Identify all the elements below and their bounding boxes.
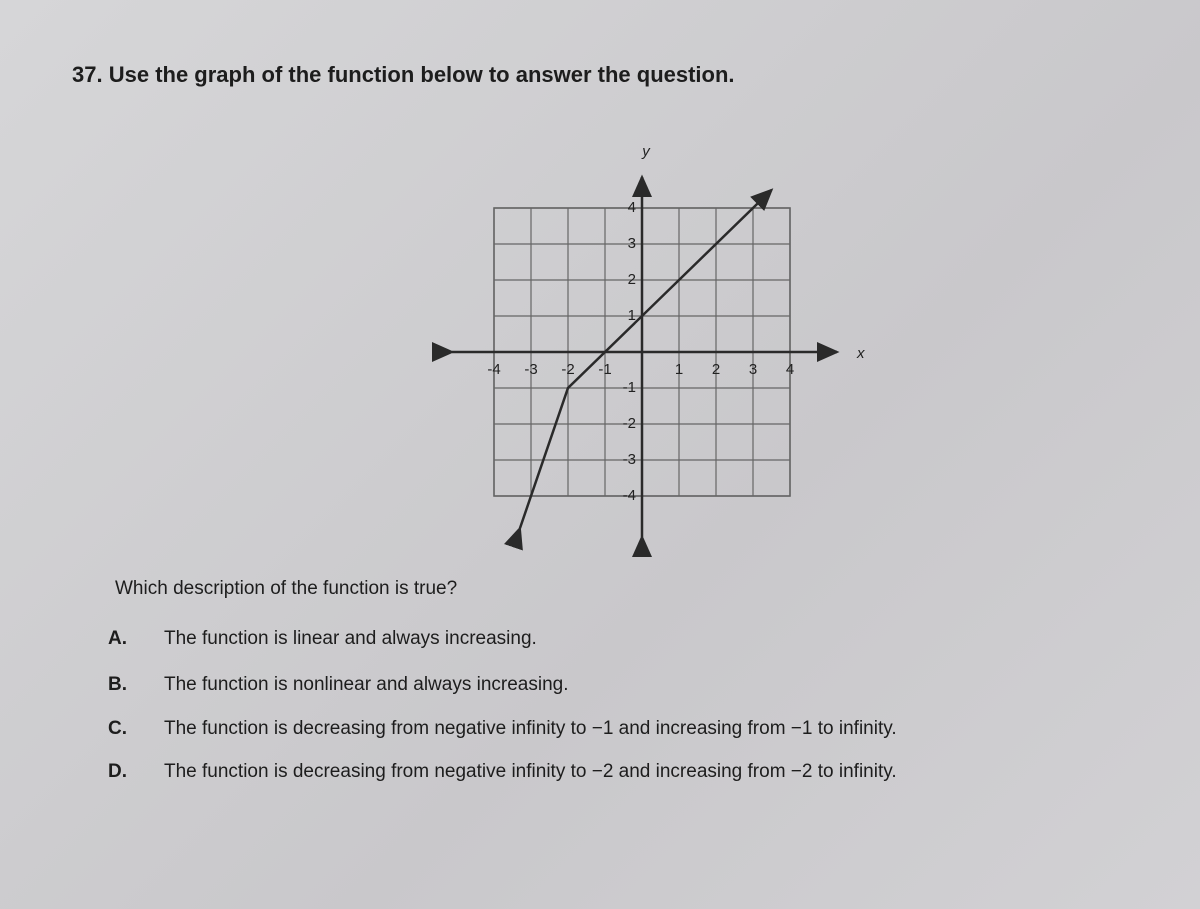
x-tick-label: -2 bbox=[561, 361, 574, 378]
x-tick-label: 3 bbox=[749, 361, 757, 378]
function-line bbox=[503, 188, 774, 551]
x-tick-label: -3 bbox=[524, 361, 537, 378]
option[interactable]: C. The function is decreasing from negati… bbox=[108, 718, 897, 740]
question-text: Use the graph of the function below to a… bbox=[108, 62, 735, 87]
option-text: The function is decreasing from negative… bbox=[164, 761, 897, 782]
option-letter: A. bbox=[108, 628, 127, 649]
x-tick-label: -1 bbox=[598, 361, 611, 378]
option[interactable]: B. The function is nonlinear and always i… bbox=[108, 674, 569, 696]
y-axis-label: y bbox=[641, 143, 651, 160]
y-tick-label: 3 bbox=[628, 235, 636, 252]
x-tick-label: 4 bbox=[786, 361, 794, 378]
option-text: The function is decreasing from negative… bbox=[164, 718, 897, 739]
option-letter: B. bbox=[108, 674, 127, 695]
option-text: The function is linear and always increa… bbox=[164, 628, 537, 649]
x-tick-label: -4 bbox=[487, 361, 500, 378]
option-letter: C. bbox=[108, 718, 127, 739]
x-tick-label: 2 bbox=[712, 361, 720, 378]
option-letter: D. bbox=[108, 761, 127, 782]
option[interactable]: D. The function is decreasing from negati… bbox=[108, 761, 897, 783]
y-tick-label: -4 bbox=[623, 487, 636, 504]
x-tick-label: 1 bbox=[675, 361, 683, 378]
y-tick-label: 2 bbox=[628, 271, 636, 288]
x-axis-label: x bbox=[856, 345, 865, 362]
option[interactable]: A. The function is linear and always incr… bbox=[108, 628, 537, 650]
question: 37. Use the graph of the function below … bbox=[72, 62, 735, 88]
question-number: 37. bbox=[72, 62, 103, 87]
y-tick-label: -3 bbox=[623, 451, 636, 468]
prompt: Which description of the function is tru… bbox=[115, 578, 458, 599]
option-text: The function is nonlinear and always inc… bbox=[164, 674, 569, 695]
y-tick-label: -2 bbox=[623, 415, 636, 432]
y-tick-label: 4 bbox=[628, 199, 636, 216]
y-tick-label: -1 bbox=[623, 379, 636, 396]
